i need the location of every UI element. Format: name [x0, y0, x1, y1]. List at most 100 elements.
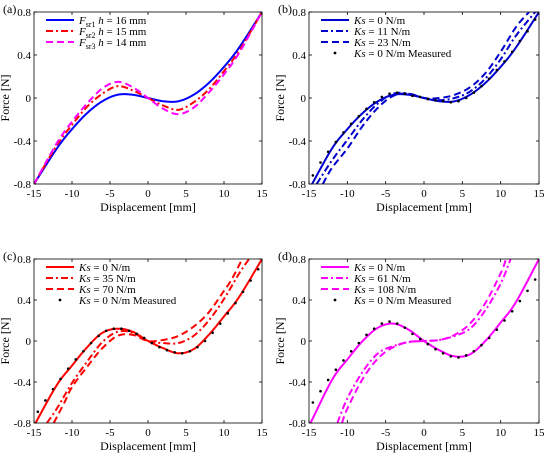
- data-point: [158, 345, 161, 349]
- data-point: [526, 30, 529, 33]
- y-tick-label: -0.8: [14, 418, 32, 430]
- legend-entry: Ks = 35 N/m: [78, 273, 136, 285]
- y-tick-label: 0: [26, 336, 32, 348]
- data-point: [518, 299, 522, 303]
- legend: Ks = 0 N/mKs = 61 N/mKs = 108 N/mKs = 0 …: [321, 262, 452, 307]
- x-tick-label: 0: [421, 188, 427, 200]
- data-point: [112, 327, 116, 331]
- data-point: [165, 348, 169, 352]
- data-point: [372, 101, 376, 104]
- legend-entry: Ks = 0 N/m: [353, 262, 406, 274]
- x-tick-label: 15: [257, 427, 269, 439]
- y-tick-label: -0.4: [14, 136, 32, 148]
- data-point: [395, 322, 399, 325]
- data-point: [234, 301, 237, 305]
- legend-entry: Ks = 11 N/m: [353, 26, 411, 38]
- legend-entry: Ks = 0 N/m Measured: [353, 48, 452, 60]
- data-point: [104, 329, 108, 333]
- legend-entry: Ks = 0 N/m Measured: [78, 295, 177, 307]
- legend-marker: [333, 51, 337, 55]
- x-tick-label: 0: [145, 427, 151, 439]
- x-tick-label: 10: [495, 188, 507, 200]
- data-point: [426, 342, 430, 346]
- data-point: [135, 332, 138, 336]
- legend-entry: Ks = 70 N/m: [78, 284, 136, 296]
- data-point: [196, 345, 199, 349]
- data-point: [411, 94, 414, 98]
- legend-entry: Ks = 61 N/m: [353, 273, 411, 285]
- x-tick-label: 5: [183, 427, 189, 439]
- x-tick-label: -15: [302, 188, 317, 200]
- data-point: [457, 356, 460, 359]
- data-point: [487, 77, 491, 80]
- data-point: [533, 278, 537, 281]
- data-point: [434, 347, 437, 351]
- data-point: [503, 60, 506, 63]
- panel-label: (b): [278, 2, 292, 16]
- data-point: [418, 337, 422, 341]
- series-line-3: [52, 259, 244, 423]
- legend-entry: Ks = 0 N/m: [353, 15, 406, 27]
- x-tick-label: 15: [257, 188, 269, 200]
- data-point: [357, 341, 361, 345]
- y-tick-label: -0.4: [14, 377, 32, 389]
- data-point: [434, 98, 437, 102]
- legend-entry: Fsr2 h = 15 mm: [78, 26, 147, 40]
- data-point: [97, 334, 100, 338]
- data-point: [188, 349, 192, 353]
- data-point: [334, 140, 338, 144]
- data-point: [311, 174, 315, 177]
- data-point: [388, 92, 391, 95]
- data-point: [487, 336, 491, 340]
- x-tick-label: -10: [65, 427, 80, 439]
- data-point: [510, 50, 514, 54]
- data-point: [349, 122, 353, 126]
- data-point: [211, 331, 214, 335]
- y-tick-label: 0.4: [17, 50, 31, 62]
- x-tick-label: -10: [65, 188, 80, 200]
- data-point: [518, 39, 522, 43]
- y-tick-label: -0.8: [289, 179, 307, 191]
- series-line-3: [321, 12, 530, 184]
- data-point: [472, 91, 476, 94]
- data-point: [365, 333, 368, 337]
- data-point: [142, 336, 146, 340]
- chart-panel-2: -15 -10 -5 0 5 10 15 -0.8 -0.4 0 0.4 0.8 Displacemen…: [273, 2, 545, 214]
- data-point: [326, 150, 330, 154]
- y-tick-label: 0.8: [17, 254, 31, 266]
- x-tick-label: -15: [302, 427, 317, 439]
- x-tick-label: 5: [460, 188, 466, 200]
- data-point: [256, 267, 260, 271]
- data-point: [203, 339, 207, 343]
- series-measured: [311, 18, 537, 177]
- legend-marker: [333, 298, 337, 302]
- legend-entry: Ks = 0 N/m Measured: [353, 295, 452, 307]
- data-point: [457, 99, 460, 103]
- x-tick-label: 0: [145, 188, 151, 200]
- y-tick-label: -0.8: [289, 418, 307, 430]
- data-point: [342, 359, 345, 362]
- data-point: [180, 352, 184, 355]
- series-line-3: [34, 12, 262, 184]
- data-point: [311, 401, 315, 404]
- legend-entry: Fsr3 h = 14 mm: [78, 37, 147, 51]
- data-point: [480, 343, 483, 347]
- data-point: [464, 354, 468, 357]
- legend-marker: [58, 298, 62, 302]
- y-tick-label: -0.8: [14, 179, 32, 191]
- legend-entry: Ks = 108 N/m: [353, 284, 417, 296]
- legend: Ks = 0 N/mKs = 11 N/mKs = 23 N/mKs = 0 N…: [321, 15, 452, 60]
- x-tick-label: 10: [495, 427, 507, 439]
- x-tick-label: -10: [340, 427, 355, 439]
- data-point: [349, 349, 353, 353]
- data-point: [241, 290, 245, 294]
- y-tick-label: 0: [26, 93, 32, 105]
- y-tick-label: -0.4: [289, 377, 307, 389]
- data-point: [319, 161, 322, 164]
- data-point: [127, 329, 131, 333]
- data-point: [510, 309, 514, 313]
- x-tick-label: -5: [381, 427, 391, 439]
- panel-label: (d): [278, 249, 292, 263]
- y-axis-label: Force [N]: [0, 75, 12, 122]
- y-axis-label: Force [N]: [0, 318, 12, 365]
